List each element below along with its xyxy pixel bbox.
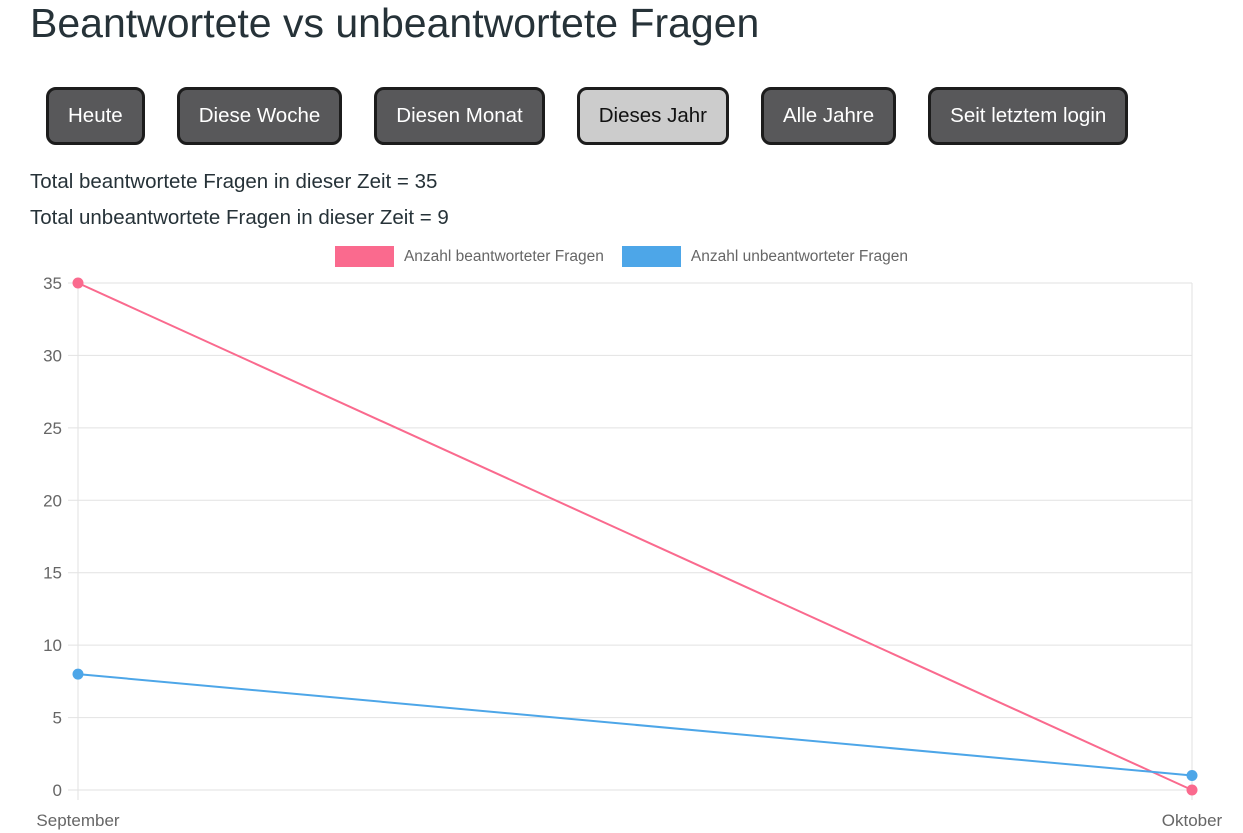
x-axis-tick-label: September: [36, 811, 119, 830]
data-point[interactable]: [1186, 784, 1198, 796]
y-axis-tick-label: 25: [43, 419, 62, 438]
y-axis-tick-label: 10: [43, 636, 62, 655]
y-axis-tick-label: 15: [43, 564, 62, 583]
legend-swatch-unanswered: [621, 246, 681, 267]
series-line-1: [77, 673, 1193, 777]
data-point[interactable]: [72, 277, 84, 289]
legend-label-answered: Anzahl beantworteter Fragen: [403, 247, 604, 265]
filter-button-dieses-jahr[interactable]: Dieses Jahr: [576, 87, 729, 145]
line-chart[interactable]: 0 5 10 15 20 25 30 35 September Oktober: [0, 270, 1243, 833]
legend-label-unanswered: Anzahl unbeantworteter Fragen: [690, 247, 909, 265]
legend-swatch-answered: [334, 246, 394, 267]
filter-button-diesen-monat[interactable]: Diesen Monat: [374, 87, 545, 145]
data-point[interactable]: [72, 668, 84, 680]
filter-button-seit-letztem-login[interactable]: Seit letztem login: [928, 87, 1129, 145]
legend-item-answered[interactable]: Anzahl beantworteter Fragen: [334, 246, 604, 267]
chart-legend: Anzahl beantworteter Fragen Anzahl unbea…: [0, 246, 1243, 267]
data-point[interactable]: [1186, 770, 1198, 782]
y-axis-tick-label: 5: [53, 709, 62, 728]
filter-button-diese-woche[interactable]: Diese Woche: [176, 87, 343, 145]
total-answered-text: Total beantwortete Fragen in dieser Zeit…: [30, 170, 438, 193]
y-axis-tick-label: 35: [43, 274, 62, 293]
x-axis-tick-label: Oktober: [1162, 811, 1223, 830]
time-filter-group: Heute Diese Woche Diesen Monat Dieses Ja…: [46, 87, 1129, 145]
page-title: Beantwortete vs unbeantwortete Fragen: [30, 0, 760, 46]
total-unanswered-text: Total unbeantwortete Fragen in dieser Ze…: [30, 206, 449, 229]
filter-button-alle-jahre[interactable]: Alle Jahre: [761, 87, 897, 145]
legend-item-unanswered[interactable]: Anzahl unbeantworteter Fragen: [621, 246, 909, 267]
y-axis-tick-label: 20: [43, 491, 62, 510]
y-axis-tick-label: 0: [53, 781, 62, 800]
series-line-0: [77, 282, 1193, 791]
filter-button-heute[interactable]: Heute: [46, 87, 145, 145]
y-axis-tick-label: 30: [43, 346, 62, 365]
